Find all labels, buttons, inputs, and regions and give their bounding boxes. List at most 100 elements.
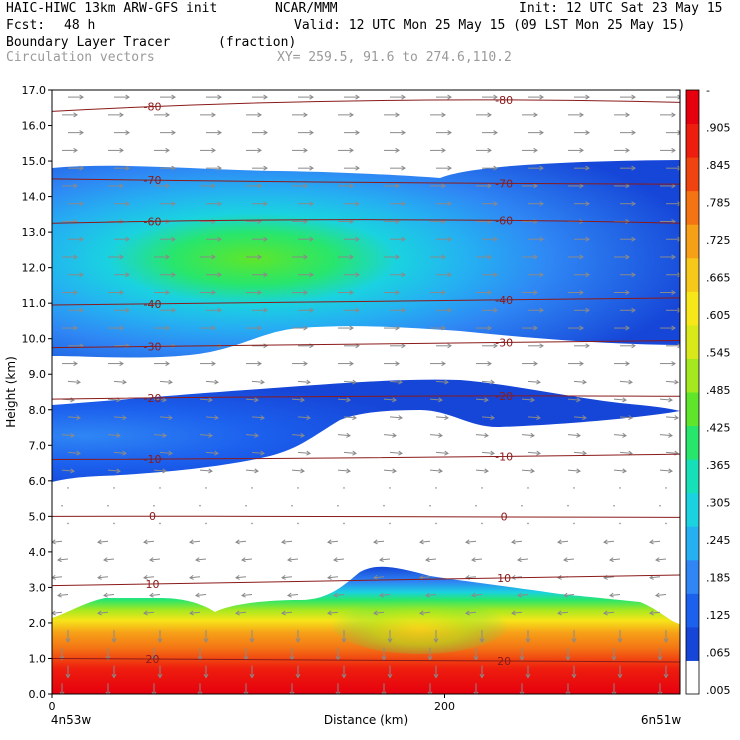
vector-head — [395, 361, 400, 367]
vector-head — [533, 290, 538, 296]
vector-head — [235, 610, 240, 616]
vector-head — [303, 325, 308, 331]
vector-dot — [481, 522, 483, 525]
vector-arrow — [189, 540, 201, 543]
vector-arrow — [655, 594, 667, 597]
vector-head — [533, 112, 538, 118]
vector-dot — [527, 487, 529, 489]
contour--80 — [52, 99, 680, 112]
vector-dot — [481, 487, 483, 489]
vector-head — [487, 183, 492, 189]
vector-arrow — [143, 576, 155, 579]
vector-head — [73, 290, 78, 296]
vector-head — [281, 610, 286, 616]
vector-head — [300, 432, 305, 438]
vector-head — [649, 539, 654, 545]
y-tick-label: 13.0 — [22, 226, 47, 239]
vector-arrow — [281, 540, 293, 543]
vector-head — [401, 236, 406, 242]
vector-head — [398, 450, 403, 456]
vector-arrow — [333, 558, 345, 561]
vector-head — [116, 468, 121, 474]
vector-head — [327, 610, 332, 616]
y-tick-label: 15.0 — [22, 155, 47, 168]
vector-dot — [389, 487, 391, 489]
vector-dot — [113, 522, 115, 525]
vector-head — [59, 691, 65, 694]
vector-head — [395, 325, 400, 331]
vector-head — [73, 325, 78, 331]
colorbar-label: .665 — [706, 272, 731, 285]
vector-arrow — [189, 611, 201, 614]
vector-head — [519, 691, 525, 694]
vector-head — [539, 343, 544, 349]
vector-head — [441, 112, 446, 118]
vector-head — [668, 468, 673, 474]
y-tick-label: 6.0 — [29, 475, 47, 488]
vector-arrow — [567, 398, 581, 401]
vector-head — [125, 94, 130, 100]
vector-arrow — [603, 540, 615, 543]
plot-frame — [51, 89, 681, 695]
vector-head — [309, 165, 314, 171]
vector-head — [663, 638, 669, 644]
vector-head — [309, 130, 314, 136]
vector-head — [171, 272, 176, 278]
colorbar-swatch — [686, 291, 699, 326]
y-tick-label: 3.0 — [29, 581, 47, 594]
colorbar-label: .485 — [706, 384, 731, 397]
vector-head — [395, 183, 400, 189]
vector-head — [73, 112, 78, 118]
vector-arrow — [481, 416, 495, 419]
vector-head — [352, 450, 357, 456]
vector-head — [79, 272, 84, 278]
vector-head — [579, 147, 584, 153]
x-end-location: 6n51w — [641, 713, 682, 727]
vector-arrow — [205, 380, 219, 383]
vector-dot — [659, 504, 661, 507]
vector-head — [471, 557, 476, 563]
vector-head — [151, 691, 157, 694]
vector-arrow — [521, 469, 535, 472]
vector-head — [473, 691, 479, 694]
vector-head — [287, 592, 292, 598]
vector-head — [490, 379, 495, 385]
vector-head — [349, 361, 354, 367]
contour-label: -70 — [495, 177, 513, 190]
vector-head — [536, 415, 541, 421]
colorbar-label: .545 — [706, 347, 731, 360]
vector-head — [349, 147, 354, 153]
contour--60 — [52, 219, 680, 224]
colorbar-swatch — [686, 459, 699, 494]
vector-head — [249, 638, 255, 644]
contour-label: -30 — [143, 340, 161, 353]
vector-arrow — [557, 540, 569, 543]
vector-head — [427, 691, 433, 694]
vector-head — [379, 557, 384, 563]
vector-head — [211, 325, 216, 331]
vector-head — [579, 325, 584, 331]
vector-arrow — [373, 576, 385, 579]
vector-head — [168, 379, 173, 385]
y-tick-label: 8.0 — [29, 404, 47, 417]
y-tick-label: 17.0 — [22, 84, 47, 97]
vector-head — [303, 112, 308, 118]
contour--30 — [52, 339, 680, 349]
vector-head — [263, 272, 268, 278]
contour-label: 10 — [145, 578, 159, 591]
vector-head — [59, 656, 65, 661]
vector-arrow — [235, 540, 247, 543]
vector-arrow — [517, 594, 529, 597]
vector-arrow — [471, 594, 483, 597]
vector-arrow — [665, 380, 679, 383]
vector-head — [631, 201, 636, 207]
vector-head — [487, 361, 492, 367]
vector-head — [655, 557, 660, 563]
y-tick-label: 10.0 — [22, 333, 47, 346]
vector-head — [536, 379, 541, 385]
vector-head — [211, 290, 216, 296]
vector-head — [381, 656, 387, 661]
vector-arrow — [475, 434, 489, 437]
vector-head — [103, 592, 108, 598]
